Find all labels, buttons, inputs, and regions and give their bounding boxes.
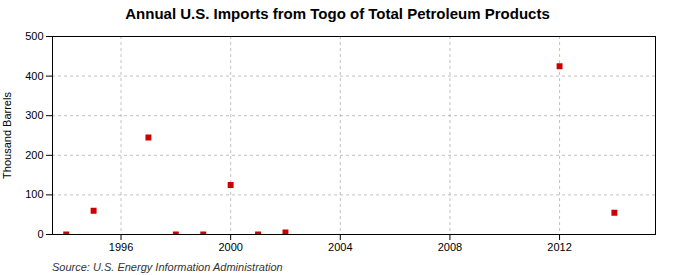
html-text:Annual U.S. Imports from Togo: Annual U.S. Imports from Togo of Total P… [125,5,550,22]
html-text:Source: U.S. Energy Informatio: Source: U.S. Energy Information Administ… [52,261,283,273]
svg-text:100: 100 [25,188,43,200]
svg-text:2000: 2000 [218,241,242,253]
svg-text:Thousand Barrels: Thousand Barrels [1,92,13,179]
svg-text:2012: 2012 [547,241,571,253]
svg-text:2004: 2004 [328,241,352,253]
svg-text:500: 500 [25,30,43,42]
svg-text:2008: 2008 [438,241,462,253]
svg-text:300: 300 [25,109,43,121]
svg-text:1996: 1996 [109,241,133,253]
svg-text:0: 0 [37,228,43,240]
svg-text:200: 200 [25,149,43,161]
svg-text:400: 400 [25,70,43,82]
